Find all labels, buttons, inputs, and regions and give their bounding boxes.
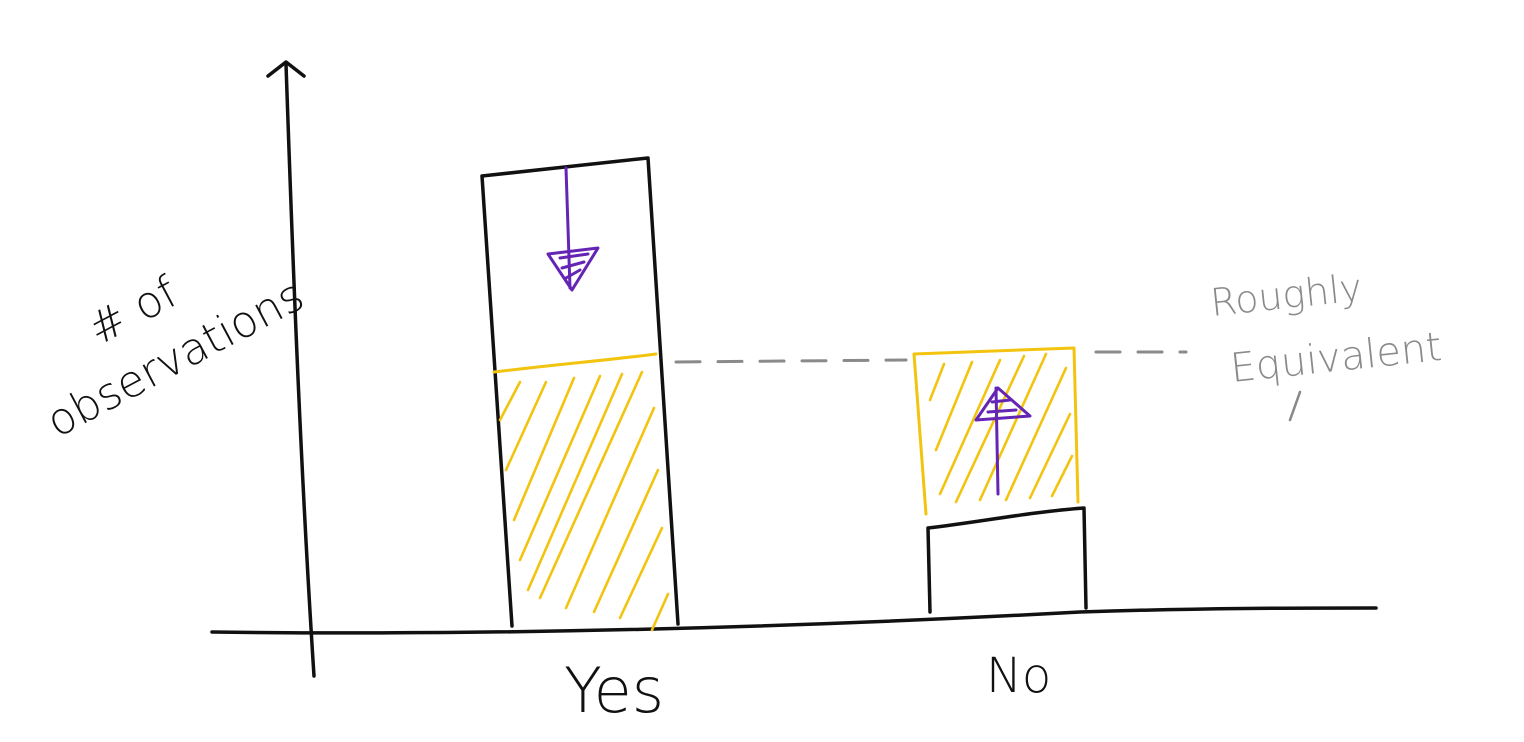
annotation-tick xyxy=(1288,390,1302,422)
y-axis-label: # of observations xyxy=(38,266,312,447)
category-label-yes: Yes xyxy=(564,654,664,727)
bar-yes-yellow-portion xyxy=(492,352,670,632)
annotation-line-1: Roughly xyxy=(1208,265,1364,325)
annotation: Roughly Equivalent xyxy=(1208,265,1444,422)
bar-yes-hatching xyxy=(498,370,670,632)
category-label-no: No xyxy=(986,648,1051,704)
bar-no-hatching xyxy=(928,352,1074,504)
annotation-line-2: Equivalent xyxy=(1228,324,1444,392)
bar-yes-down-arrow xyxy=(546,166,600,292)
y-axis xyxy=(266,60,316,678)
x-axis xyxy=(210,606,1378,635)
bar-no xyxy=(926,506,1088,614)
equivalence-dashed-line xyxy=(674,350,1188,364)
bar-yes-yellow-top-edge xyxy=(492,352,658,374)
bar-no-yellow-box xyxy=(912,346,1080,516)
bar-no-up-arrow xyxy=(974,386,1032,496)
bar-no-yellow-portion xyxy=(912,346,1080,516)
bar-no-outline xyxy=(926,506,1088,614)
